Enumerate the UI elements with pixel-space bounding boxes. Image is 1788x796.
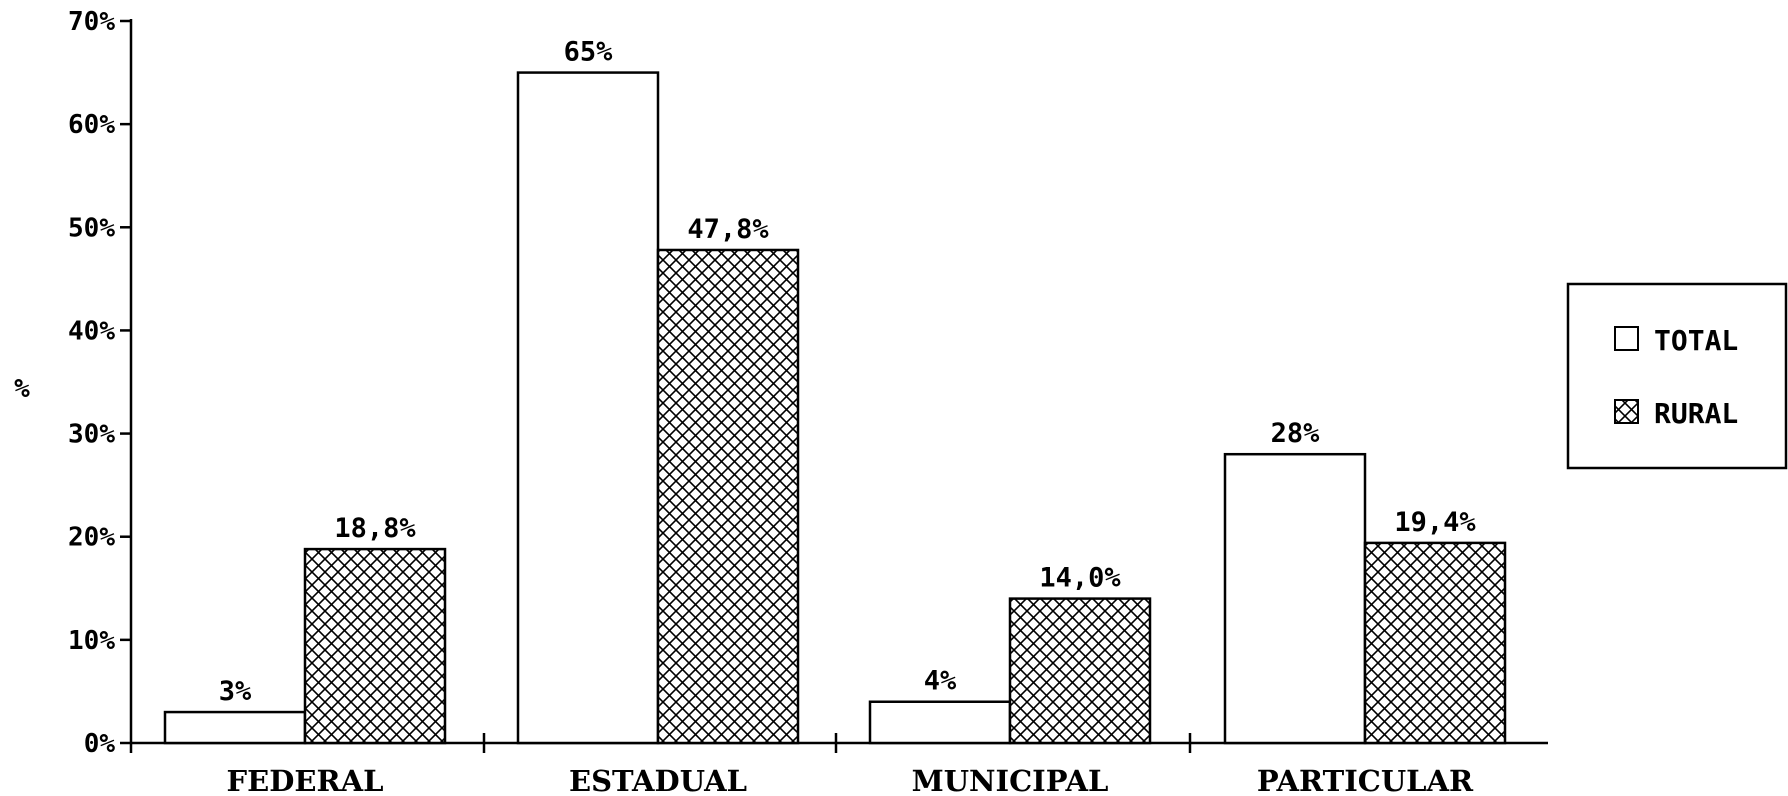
category-label-federal: FEDERAL [227, 764, 384, 796]
legend: TOTAL RURAL [1566, 282, 1788, 470]
category-label-estadual: ESTADUAL [569, 764, 747, 796]
y-tick-label: 10% [68, 626, 115, 656]
bars [163, 71, 1507, 745]
category-labels: FEDERAL ESTADUAL MUNICIPAL PARTICULAR [227, 764, 1475, 796]
y-tick-label: 40% [68, 316, 115, 346]
data-label-total-estadual: 65% [564, 37, 614, 68]
data-labels: 3% 18,8% 65% 47,8% 4% 14,0% 28% 19,4% [219, 37, 1477, 707]
y-axis-label: % [14, 374, 30, 404]
data-label-total-particular: 28% [1271, 418, 1321, 449]
y-tick-label: 50% [68, 213, 115, 243]
y-tick-label: 0% [84, 729, 116, 759]
y-tick-label: 70% [68, 7, 115, 37]
y-tick-label: 20% [68, 523, 115, 553]
legend-swatch-rural [1614, 399, 1639, 424]
data-label-total-municipal: 4% [924, 666, 957, 697]
category-label-municipal: MUNICIPAL [912, 764, 1109, 796]
bar-total-federal [163, 710, 307, 745]
legend-box [1566, 282, 1788, 470]
bar-rural-federal [303, 547, 447, 745]
data-label-rural-municipal: 14,0% [1039, 563, 1121, 594]
data-label-rural-federal: 18,8% [334, 513, 416, 544]
data-label-rural-estadual: 47,8% [687, 214, 769, 245]
bar-rural-municipal [1008, 597, 1152, 745]
bar-total-particular [1223, 452, 1367, 745]
data-label-total-federal: 3% [219, 676, 252, 707]
legend-label-rural: RURAL [1654, 397, 1738, 430]
legend-swatch-total [1614, 326, 1639, 351]
bar-total-municipal [868, 700, 1012, 745]
y-axis: 0% 10% 20% 30% 40% 50% 60% 70% [68, 7, 133, 759]
legend-label-total: TOTAL [1654, 324, 1738, 357]
bar-rural-estadual [656, 248, 800, 745]
y-tick-label: 60% [68, 110, 115, 140]
y-tick-label: 30% [68, 420, 115, 450]
bar-total-estadual [516, 71, 660, 745]
bar-rural-particular [1363, 541, 1507, 745]
category-label-particular: PARTICULAR [1257, 764, 1474, 796]
data-label-rural-particular: 19,4% [1394, 507, 1476, 538]
